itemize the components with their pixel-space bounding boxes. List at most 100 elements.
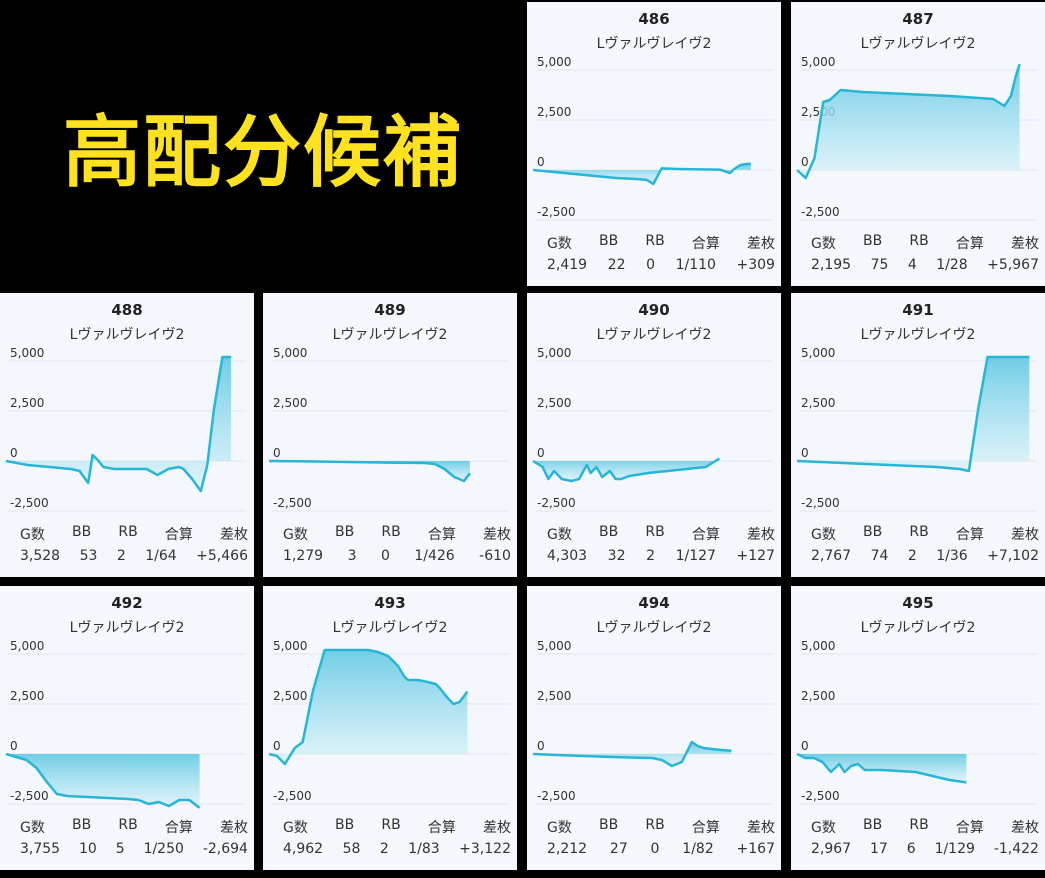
series-line	[268, 459, 471, 483]
series-area	[533, 163, 751, 184]
y-tick-label: -2,500	[273, 496, 312, 510]
stats-value-row: 2,195 75 4 1/28 +5,967	[811, 257, 1039, 273]
stats-value: -1,422	[993, 841, 1039, 857]
stats-header: RB	[381, 524, 401, 540]
stats-header-row: G数 BB RB 合算 差枚	[283, 817, 511, 837]
stats-value: 2	[907, 548, 917, 564]
y-tick-label: 0	[10, 739, 18, 753]
stats-header: 合算	[427, 820, 456, 836]
y-tick-label: 5,000	[537, 346, 571, 360]
series-area	[797, 754, 967, 783]
stats-header-row: G数 BB RB 合算 差枚	[20, 524, 248, 544]
stats-value: 2,967	[811, 841, 852, 857]
stats-value: 0	[650, 841, 660, 857]
series-area	[269, 461, 470, 481]
y-tick-label: 2,500	[10, 689, 44, 703]
y-tick-label: 0	[801, 155, 809, 169]
stats-header: G数	[811, 236, 836, 252]
series-line	[532, 740, 732, 768]
banner-title: 高配分候補	[62, 108, 463, 198]
y-tick-label: 5,000	[537, 55, 571, 69]
series-line	[5, 355, 232, 493]
stats-header: G数	[547, 527, 572, 543]
stats-value: 1,279	[283, 548, 324, 564]
y-tick-label: 5,000	[273, 639, 307, 653]
series-area	[797, 64, 1020, 178]
stats-header: 合算	[691, 820, 720, 836]
stats-header: RB	[118, 524, 138, 540]
chart-card-494: 5,000 2,500 0 -2,500 494 Lヴァルヴレイヴ2 G数 BB RB 合算 差枚 2…	[527, 586, 781, 870]
y-tick-label: 2,500	[537, 105, 571, 119]
y-tick-label: -2,500	[801, 496, 840, 510]
series-area	[533, 458, 720, 481]
stats-header: G数	[20, 527, 45, 543]
stats-header: 差枚	[219, 527, 248, 543]
stats-header-row: G数 BB RB 合算 差枚	[811, 817, 1039, 837]
stats-value: +7,102	[987, 548, 1039, 564]
y-tick-label: 5,000	[273, 346, 307, 360]
stats-value: 53	[79, 548, 98, 564]
stats-value-row: 4,962 58 2 1/83 +3,122	[283, 841, 511, 857]
stats-value: 58	[342, 841, 361, 857]
chart-491: 5,000 2,500 0 -2,500	[796, 346, 1037, 512]
stats-value-row: 2,967 17 6 1/129 -1,422	[811, 841, 1039, 857]
stats-value: 1/36	[936, 548, 968, 564]
y-tick-label: -2,500	[273, 789, 312, 803]
stats-value: 1/110	[675, 257, 716, 273]
series-area	[797, 357, 1030, 471]
stats-header: BB	[335, 524, 355, 540]
stats-value: 2,767	[811, 548, 852, 564]
machine-number: 491	[902, 301, 934, 319]
y-tick-label: 2,500	[10, 396, 44, 410]
machine-model: Lヴァルヴレイヴ2	[69, 327, 185, 343]
machine-number: 489	[374, 301, 406, 319]
stats-header: BB	[72, 817, 92, 833]
series-area	[6, 357, 232, 491]
chart-card-495: 5,000 2,500 0 -2,500 495 Lヴァルヴレイヴ2 G数 BB RB 合算 差枚 2…	[791, 586, 1045, 870]
stats-value-row: 2,767 74 2 1/36 +7,102	[811, 548, 1039, 564]
stats-header: RB	[909, 817, 929, 833]
y-tick-label: 5,000	[537, 639, 571, 653]
series-line	[532, 457, 720, 483]
machine-number: 488	[111, 301, 143, 319]
stats-value: 74	[870, 548, 889, 564]
stats-header: G数	[283, 527, 308, 543]
machine-model: Lヴァルヴレイヴ2	[332, 327, 448, 343]
stats-header: 合算	[164, 527, 193, 543]
machine-number: 487	[902, 10, 934, 28]
y-tick-label: 0	[801, 446, 809, 460]
stats-value: 2	[646, 548, 655, 564]
stats-header-row: G数 BB RB 合算 差枚	[811, 524, 1039, 544]
stats-value: 1/82	[682, 841, 714, 857]
series-line	[532, 162, 751, 186]
chart-card-490: 5,000 2,500 0 -2,500 490 Lヴァルヴレイヴ2 G数 BB RB 合算 差枚 4…	[527, 293, 781, 577]
chart-card-486: 5,000 2,500 0 -2,500 486 Lヴァルヴレイヴ2 G数 BB RB 合算 差枚 2…	[527, 2, 781, 286]
stats-header: G数	[811, 527, 836, 543]
stats-header: 差枚	[1010, 820, 1039, 836]
stats-value: 32	[607, 548, 626, 564]
series-line	[5, 752, 201, 809]
stats-header-row: G数 BB RB 合算 差枚	[283, 524, 511, 544]
stats-value-row: 2,419 22 0 1/110 +309	[547, 257, 775, 273]
stats-value: 1/426	[414, 548, 455, 564]
series-line	[268, 648, 469, 766]
stats-header: BB	[863, 233, 883, 249]
chart-card-491: 5,000 2,500 0 -2,500 491 Lヴァルヴレイヴ2 G数 BB RB 合算 差枚 2…	[791, 293, 1045, 577]
stats-header: 合算	[164, 820, 193, 836]
stats-header: G数	[283, 820, 308, 836]
stats-value: 0	[646, 257, 655, 273]
y-tick-label: 0	[537, 739, 545, 753]
stats-header: 差枚	[1010, 527, 1039, 543]
stats-value: +167	[736, 841, 775, 857]
y-tick-label: 2,500	[273, 396, 307, 410]
y-tick-label: 2,500	[537, 396, 571, 410]
stats-header: BB	[599, 233, 619, 249]
stats-header: G数	[20, 820, 45, 836]
y-tick-label: 0	[801, 739, 809, 753]
chart-495: 5,000 2,500 0 -2,500	[796, 639, 1037, 805]
series-line	[796, 752, 967, 784]
stats-header: BB	[863, 524, 883, 540]
chart-488: 5,000 2,500 0 -2,500	[5, 346, 246, 512]
chart-494: 5,000 2,500 0 -2,500	[532, 639, 773, 805]
